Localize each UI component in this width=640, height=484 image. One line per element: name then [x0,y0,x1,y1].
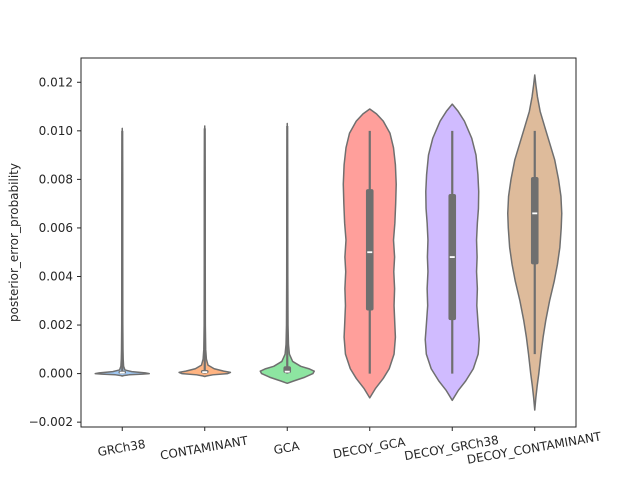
x-tick-label: GCA [273,439,302,457]
y-tick-label: 0.008 [39,172,73,186]
violins-layer [94,74,563,411]
x-axis: GRCh38 CONTAMINANT GCA DECOY_GCADECOY_GRCh3… [97,427,603,467]
violin-decoy-gca [342,108,397,399]
x-tick-label: GRCh38 [97,437,147,459]
violin-grch38 [94,127,150,377]
y-tick-label: 0.000 [39,367,73,381]
x-tick-label: DECOY_GCA [332,435,407,462]
violin-iqr-box [365,189,374,311]
y-tick-label: 0.004 [39,269,73,283]
y-tick-label: 0.012 [39,75,73,89]
y-tick-label: −0.002 [29,415,73,429]
y-tick-label: 0.010 [39,124,73,138]
y-axis: −0.002 0.000 0.002 0.004 0.006 0.008 0.010 0.01… [29,75,81,429]
plot-frame [80,57,577,428]
violin-decoy-grch38 [424,103,480,402]
violin-gca [259,122,315,385]
violin-iqr-box [530,176,539,265]
y-tick-label: 0.002 [39,318,73,332]
violin-contaminant [178,125,232,378]
x-tick-label: CONTAMINANT [159,433,250,462]
violin-decoy-contaminant [507,74,563,411]
y-tick-label: 0.006 [39,221,73,235]
y-axis-label: posterior_error_probability [7,163,21,322]
